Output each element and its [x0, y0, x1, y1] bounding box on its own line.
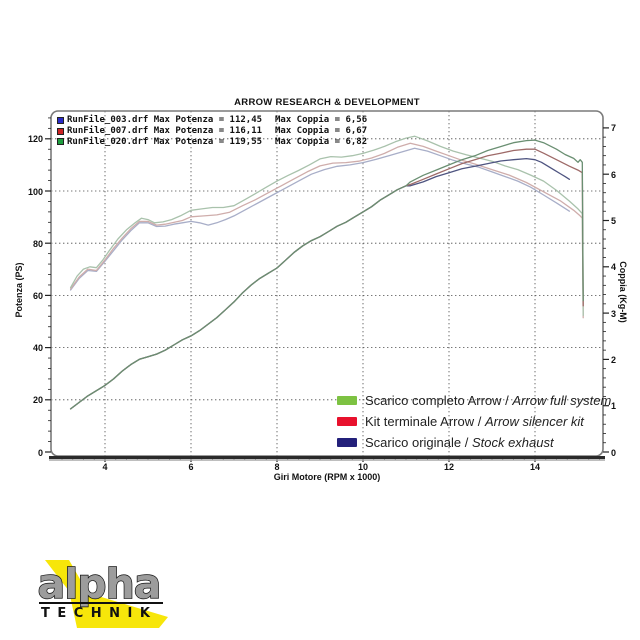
y-right-tick-label: 6: [611, 169, 617, 180]
x-axis-title: Giri Motore (RPM x 1000): [273, 472, 381, 482]
y-left-tick-label: 20: [32, 395, 43, 406]
y-left-tick-label: 0: [37, 447, 43, 458]
logo-bolt-icon: [45, 560, 168, 628]
legend-label: Scarico completo Arrow / Arrow full syst…: [365, 393, 612, 408]
y-left-tick-label: 100: [27, 186, 43, 197]
exhaust-legend: Scarico completo Arrow / Arrow full syst…: [337, 390, 611, 453]
legend-swatch: [337, 417, 357, 426]
runfile-swatch: [57, 138, 64, 146]
legend-label: Scarico originale / Stock exhaust: [365, 435, 554, 450]
curve-potenza-scarico-completo: [69, 139, 584, 410]
legend-row: Kit terminale Arrow / Arrow silencer kit: [337, 411, 611, 432]
y-right-tick-label: 1: [611, 401, 617, 412]
logo-alpha-text: alpha: [38, 560, 161, 608]
runfile-coppia-text: Max Coppia = 6,56: [275, 115, 368, 126]
x-tick-label: 14: [529, 462, 540, 472]
dyno-chart: [45, 110, 609, 462]
x-tick-label: 12: [443, 462, 454, 472]
chart-title: ARROW RESEARCH & DEVELOPMENT: [234, 97, 420, 108]
y-left-tick-label: 80: [32, 238, 43, 249]
runfile-swatch: [57, 116, 64, 124]
y-right-axis-title: Coppia (Kg-M): [618, 261, 628, 323]
curve-potenza-kit-terminale: [69, 148, 584, 410]
curve-coppia-scarico-originale: [69, 147, 571, 291]
legend-swatch: [337, 396, 357, 405]
curve-potenza-scarico-originale: [69, 157, 571, 410]
y-left-tick-label: 40: [32, 343, 43, 354]
legend-label-en: Stock exhaust: [471, 435, 554, 450]
runfile-row: RunFile_020.drf Max Potenza = 119,55 Max …: [57, 137, 367, 148]
y-right-tick-label: 0: [611, 447, 617, 458]
y-right-tick-label: 4: [611, 262, 617, 273]
runfile-coppia-text: Max Coppia = 6,82: [275, 136, 368, 147]
runfile-swatch: [57, 127, 64, 135]
x-tick-label: 8: [274, 462, 280, 472]
y-left-tick-label: 120: [27, 134, 43, 145]
runfile-legend: RunFile_003.drf Max Potenza = 112,45 Max …: [57, 115, 367, 147]
y-right-tick-label: 5: [611, 216, 617, 226]
runfile-potenza-text: RunFile_020.drf Max Potenza = 119,55: [67, 136, 263, 147]
y-right-tick-label: 7: [611, 123, 617, 134]
y-right-tick-label: 3: [611, 308, 617, 319]
legend-label: Kit terminale Arrow / Arrow silencer kit: [365, 414, 584, 429]
legend-label-en: Arrow full system: [512, 393, 612, 408]
runfile-row: RunFile_003.drf Max Potenza = 112,45 Max …: [57, 115, 367, 126]
y-left-axis-title: Potenza (PS): [14, 262, 24, 318]
x-tick-label: 10: [357, 462, 368, 472]
legend-swatch: [337, 438, 357, 447]
logo-rule: [39, 602, 163, 604]
legend-row: Scarico completo Arrow / Arrow full syst…: [337, 390, 611, 411]
x-tick-label: 6: [188, 462, 194, 472]
runfile-coppia-text: Max Coppia = 6,67: [275, 126, 368, 137]
y-left-tick-label: 60: [32, 290, 43, 301]
x-tick-label: 4: [102, 462, 108, 472]
curve-coppia-kit-terminale: [69, 142, 584, 319]
runfile-potenza-text: RunFile_003.drf Max Potenza = 112,45: [67, 115, 263, 126]
curve-coppia-scarico-completo: [69, 135, 584, 317]
legend-label-en: Arrow silencer kit: [484, 414, 584, 429]
legend-row: Scarico originale / Stock exhaust: [337, 432, 611, 453]
logo-technik-text: TECHNIK: [41, 606, 157, 621]
y-right-tick-label: 2: [611, 354, 617, 365]
alpha-technik-logo: alpha TECHNIK: [37, 559, 168, 628]
runfile-row: RunFile_007.drf Max Potenza = 116,11 Max …: [57, 126, 367, 137]
runfile-potenza-text: RunFile_007.drf Max Potenza = 116,11: [67, 126, 263, 137]
